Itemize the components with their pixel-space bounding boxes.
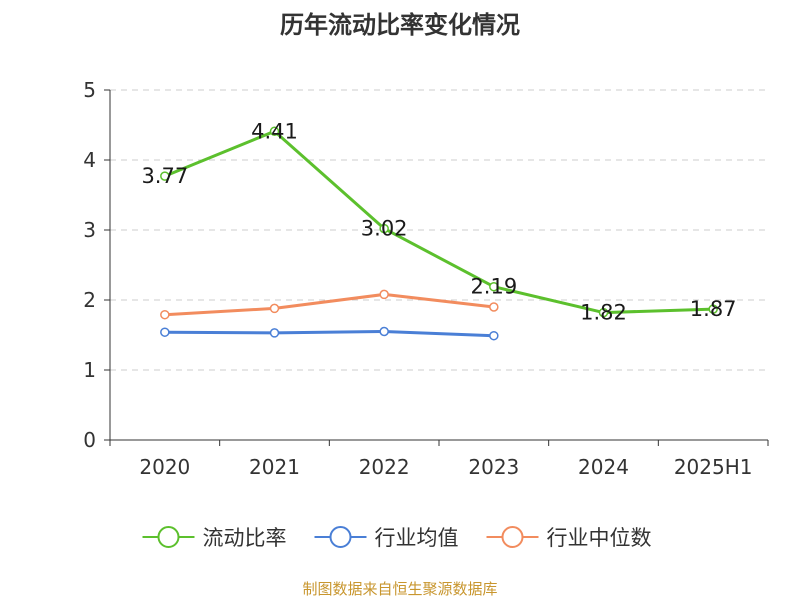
- legend-label: 行业均值: [375, 526, 459, 550]
- x-tick-label: 2023: [468, 455, 519, 479]
- chart-title: 历年流动比率变化情况: [280, 11, 520, 39]
- y-tick-label: 4: [83, 148, 96, 172]
- legend[interactable]: 流动比率 行业均值 行业中位数: [142, 526, 652, 550]
- data-point[interactable]: [269, 328, 280, 338]
- data-point[interactable]: [379, 326, 389, 337]
- series-3: [160, 289, 499, 320]
- x-tick-label: 2021: [249, 455, 300, 479]
- legend-item-2[interactable]: 行业均值: [314, 526, 459, 550]
- series-1: [160, 126, 718, 318]
- y-tick-label: 0: [83, 428, 96, 452]
- data-point[interactable]: [708, 304, 718, 314]
- data-point[interactable]: [160, 171, 170, 181]
- legend-label: 流动比率: [203, 526, 287, 550]
- plot-area: [160, 126, 718, 341]
- data-label: 3.02: [361, 217, 408, 241]
- x-tick-label: 2020: [139, 455, 190, 479]
- series-line: [164, 330, 494, 338]
- legend-item-3[interactable]: 行业中位数: [486, 526, 652, 550]
- x-tick-label: 2024: [578, 455, 629, 479]
- y-tick-label: 3: [83, 218, 96, 242]
- data-point[interactable]: [489, 330, 499, 341]
- axes: 0 1 2 3 4 5 2020 2021 2022 2023 2024 2025H1: [83, 78, 769, 479]
- data-point[interactable]: [379, 223, 389, 234]
- series-line: [164, 292, 495, 317]
- data-point[interactable]: [269, 126, 280, 137]
- data-label: 1.87: [690, 297, 737, 321]
- series-2: [160, 326, 499, 341]
- data-point[interactable]: [160, 309, 170, 320]
- gridlines: [110, 89, 768, 371]
- series-line: [164, 129, 714, 315]
- x-tick-label: 2025H1: [674, 455, 753, 479]
- data-point[interactable]: [269, 303, 280, 314]
- data-label: 2.19: [470, 275, 517, 299]
- data-point[interactable]: [489, 302, 499, 312]
- legend-item-1[interactable]: 流动比率: [142, 526, 287, 550]
- legend-swatch-marker: [501, 526, 524, 548]
- legend-swatch-marker: [157, 526, 180, 548]
- data-point[interactable]: [489, 281, 499, 292]
- legend-swatch-marker: [329, 526, 352, 548]
- data-labels: 3.77 4.41 3.02 2.19 1.82 1.87: [141, 119, 736, 324]
- data-point[interactable]: [379, 289, 389, 300]
- x-tick-label: 2022: [359, 455, 410, 479]
- y-tick-label: 5: [83, 78, 96, 102]
- data-point[interactable]: [160, 327, 170, 337]
- source-note: 制图数据来自恒生聚源数据库: [302, 580, 497, 598]
- data-label: 3.77: [141, 164, 188, 188]
- y-tick-label: 1: [83, 358, 96, 382]
- data-label: 4.41: [251, 119, 298, 143]
- y-tick-label: 2: [83, 288, 96, 312]
- data-label: 1.82: [580, 301, 627, 325]
- data-point[interactable]: [598, 307, 609, 318]
- legend-label: 行业中位数: [547, 526, 652, 550]
